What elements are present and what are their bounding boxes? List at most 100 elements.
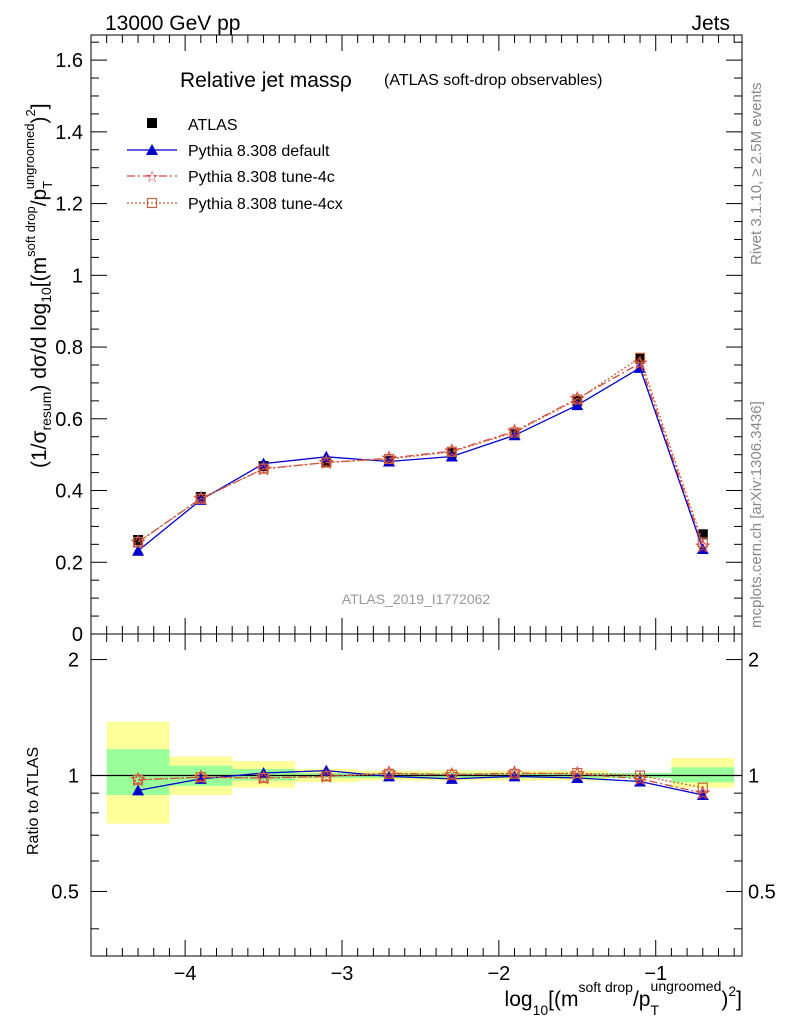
x-tick-label: −2	[487, 963, 510, 985]
ratio-y-tick-label-right: 0.5	[748, 881, 776, 903]
ratio-point-pythia-8-308-tune-4cx	[509, 768, 520, 779]
ylabel-part-f: ]	[28, 103, 51, 109]
xlabel-part-a: log	[505, 988, 533, 1011]
legend-marker-atlas	[147, 118, 157, 128]
ratio-point-pythia-8-308-default	[445, 772, 458, 784]
ratio-y-axis-label: Ratio to ATLAS	[25, 747, 42, 855]
ylabel-part-c: [(m	[28, 257, 51, 287]
main-panel: 0 0.2 0.4 0.6 0.8 1 1.2 1.4 1.6 Relative jet mas…	[22, 34, 743, 646]
ratio-panel: 0.5 0.51 12 2 −4 −3 −2 −1 Ratio to ATLAS log10…	[25, 35, 776, 1018]
ylabel-part-a-sub: resum	[38, 392, 54, 431]
analysis-watermark: ATLAS_2019_I1772062	[342, 591, 491, 607]
ylabel-part-b-sub: 10	[38, 287, 54, 303]
ratio-series-layer	[130, 764, 711, 801]
xlabel-part-e: ]	[736, 988, 742, 1011]
header-collision-label: 13000 GeV pp	[105, 12, 240, 35]
ylabel-part-a: (1/σ	[28, 430, 51, 468]
ratio-point-pythia-8-308-tune-4cx	[446, 769, 457, 780]
ylabel-part-c-sup: soft drop	[23, 206, 38, 257]
ratio-line-pythia-8-308-default	[137, 769, 703, 796]
x-tick-label: −1	[644, 963, 667, 985]
main-series-layer	[130, 352, 711, 556]
ratio-y-ticks: 0.5 0.5 1 1 2 2	[51, 650, 776, 930]
main-point-pythia-8-308-tune-4cx	[321, 457, 332, 468]
main-y-ticks: 0 0.2 0.4 0.6 0.8 1 1.2 1.4 1.6	[55, 41, 742, 646]
main-point-pythia-8-308-tune-4cx	[634, 352, 646, 363]
main-y-tick-label: 0.4	[55, 481, 83, 503]
main-point-atlas	[635, 353, 646, 364]
legend-label-tune-4cx: Pythia 8.308 tune-4cx	[188, 196, 343, 213]
legend-entry-tune-4c: ☆ Pythia 8.308 tune-4c	[127, 169, 335, 186]
xlabel-part-b-sup: soft drop	[578, 979, 633, 995]
ylabel-part-e-sup: 2	[23, 109, 38, 116]
legend-marker-tune-4c: ☆	[145, 169, 159, 186]
main-point-pythia-8-308-tune-4cx	[697, 537, 708, 548]
ratio-panel-frame	[90, 633, 743, 957]
main-y-tick-label: 1.4	[55, 122, 83, 144]
xlabel-part-c: /p	[633, 988, 651, 1011]
main-point-pythia-8-308-default	[571, 399, 584, 411]
ratio-point-pythia-8-308-tune-4cx	[697, 782, 708, 793]
main-point-pythia-8-308-tune-4cx	[572, 394, 583, 405]
legend-marker-default	[146, 144, 158, 155]
legend-entry-default: Pythia 8.308 default	[127, 143, 330, 160]
ratio-point-pythia-8-308-default	[132, 784, 145, 796]
legend-label-tune-4c: Pythia 8.308 tune-4c	[188, 169, 335, 186]
legend-label-atlas: ATLAS	[188, 117, 238, 134]
main-y-tick-label: 0.8	[55, 337, 83, 359]
x-axis-label: log10[(msoft drop/pTungroomed)2]	[505, 978, 742, 1018]
legend-marker-tune-4cx	[146, 197, 158, 209]
main-point-pythia-8-308-tune-4cx	[509, 427, 520, 438]
main-point-pythia-8-308-tune-4cx	[383, 453, 395, 465]
ratio-point-pythia-8-308-tune-4cx	[132, 774, 144, 785]
ratio-y-tick-label-right: 2	[748, 650, 759, 672]
main-y-tick-label: 0.6	[55, 409, 83, 431]
x-axis-ticks: −4 −3 −2 −1	[106, 35, 735, 985]
main-point-pythia-8-308-tune-4cx	[258, 463, 269, 474]
main-point-atlas	[321, 456, 332, 467]
main-point-pythia-8-308-default	[508, 429, 521, 441]
main-line-pythia-8-308-tune-4cx	[137, 356, 704, 543]
main-line-pythia-8-308-tune-4c	[137, 362, 704, 547]
xlabel-part-c-sub: T	[650, 1002, 659, 1018]
ratio-point-pythia-8-308-tune-4cx	[572, 767, 583, 779]
mcplots-source-label: mcplots.cern.ch [arXiv:1306.3436]	[748, 401, 765, 628]
xlabel-part-d-sup: 2	[728, 983, 736, 999]
ratio-band-inner	[671, 767, 735, 783]
ratio-point-pythia-8-308-tune-4cx	[195, 772, 206, 783]
ratio-point-pythia-8-308-tune-4cx	[383, 768, 395, 779]
x-tick-label: −3	[331, 963, 354, 985]
main-point-pythia-8-308-tune-4cx	[195, 493, 206, 504]
main-y-tick-label: 0.2	[55, 552, 83, 574]
main-point-pythia-8-308-tune-4cx	[446, 446, 457, 457]
xlabel-part-b: [(m	[548, 988, 578, 1011]
chart-title: Relative jet massρ	[180, 69, 352, 92]
ratio-y-tick-label-left: 0.5	[51, 881, 79, 903]
ratio-point-pythia-8-308-tune-4cx	[321, 771, 332, 782]
legend: ATLAS Pythia 8.308 default ☆ Pythia 8.30…	[127, 117, 343, 213]
main-y-tick-label: 1	[72, 265, 83, 287]
ylabel-part-d-sub: T	[40, 181, 55, 189]
ylabel-part-b: ) dσ/d log	[28, 303, 51, 392]
main-y-axis-label: (1/σresum) dσ/d log10[(msoft drop/pTungr…	[22, 103, 55, 468]
legend-label-default: Pythia 8.308 default	[188, 143, 330, 160]
rivet-version-label: Rivet 3.1.10, ≥ 2.5M events	[748, 83, 765, 266]
xlabel-part-d: )	[721, 988, 728, 1011]
ylabel-part-d: /p	[28, 189, 51, 207]
main-point-atlas	[697, 529, 708, 540]
main-y-tick-label: 1.6	[55, 50, 83, 72]
legend-entry-atlas: ATLAS	[147, 117, 238, 134]
ratio-y-tick-label-left: 1	[68, 766, 79, 788]
ylabel-part-e: )	[28, 117, 51, 124]
ratio-y-tick-label-right: 1	[748, 766, 759, 788]
main-point-pythia-8-308-default	[132, 544, 145, 556]
chart-subtitle: (ATLAS soft-drop observables)	[384, 72, 602, 89]
main-point-pythia-8-308-tune-4cx	[132, 537, 144, 548]
header-category-label: Jets	[691, 12, 730, 35]
x-tick-label: −4	[174, 963, 197, 985]
main-line-pythia-8-308-default	[137, 366, 704, 552]
ratio-y-tick-label-left: 2	[68, 650, 79, 672]
legend-entry-tune-4cx: Pythia 8.308 tune-4cx	[127, 196, 343, 213]
xlabel-part-a-sub: 10	[533, 1002, 549, 1018]
